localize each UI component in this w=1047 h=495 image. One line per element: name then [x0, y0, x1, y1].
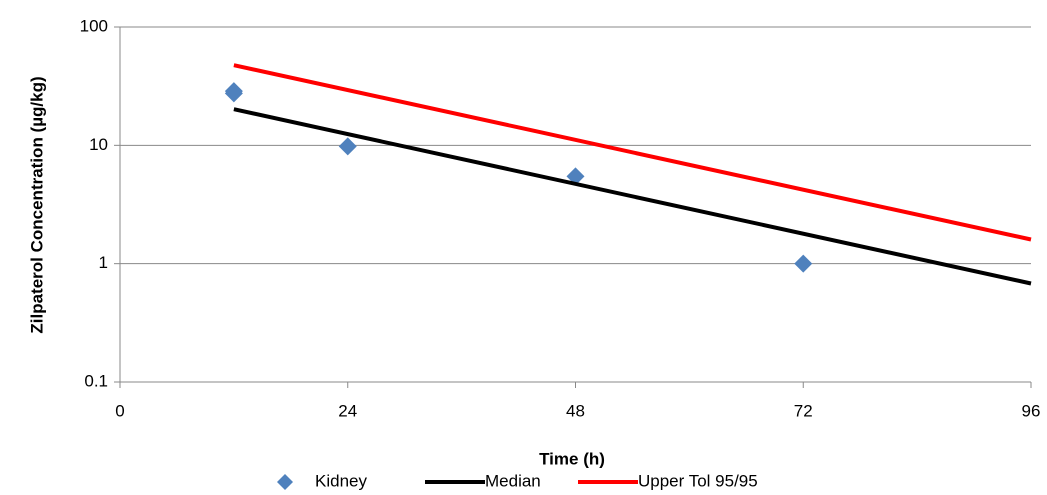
y-tick-label: 1	[99, 253, 108, 272]
legend-label: Upper Tol 95/95	[638, 471, 758, 490]
point	[338, 137, 357, 156]
x-tick-label: 0	[115, 401, 124, 420]
y-tick-label: 10	[89, 135, 108, 154]
x-tick-label: 24	[338, 401, 357, 420]
y-axis-title: Zilpaterol Concentration (µg/kg)	[27, 76, 46, 333]
legend-label: Median	[485, 471, 541, 490]
x-tick-label: 48	[566, 401, 585, 420]
line	[233, 63, 1032, 242]
y-tick-label: 100	[80, 16, 108, 35]
legend-swatch	[277, 474, 293, 490]
point	[224, 84, 243, 103]
legend-label: Kidney	[315, 471, 367, 490]
point	[794, 254, 813, 273]
x-tick-label: 96	[1022, 401, 1041, 420]
x-axis-title: Time (h)	[539, 449, 605, 468]
line	[233, 107, 1032, 286]
x-tick-label: 72	[794, 401, 813, 420]
y-tick-label: 0.1	[84, 371, 108, 390]
